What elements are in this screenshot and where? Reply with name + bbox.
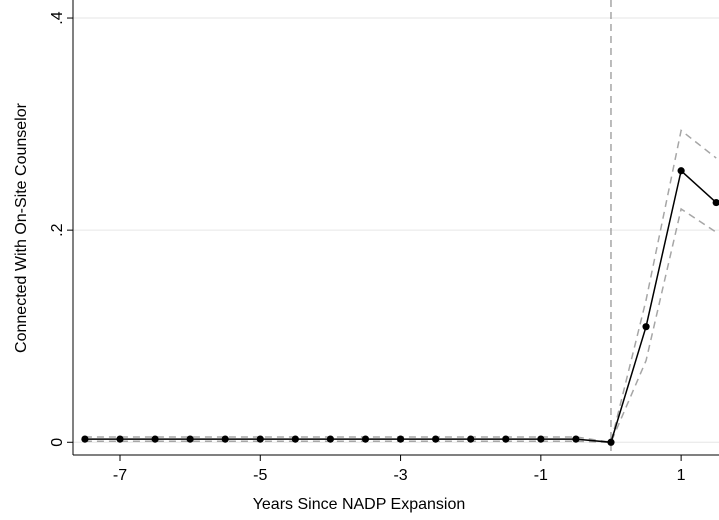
x-tick-label: -5 (253, 467, 267, 484)
x-tick-label: -1 (534, 467, 548, 484)
point (81, 435, 89, 443)
point (432, 435, 440, 443)
point (607, 438, 615, 446)
point (151, 435, 159, 443)
point (537, 435, 545, 443)
point (467, 435, 475, 443)
x-tick-label: -3 (393, 467, 407, 484)
point (396, 435, 405, 443)
plot-area (81, 129, 719, 446)
x-axis-title: Years Since NADP Expansion (253, 496, 466, 513)
y-tick-label: .4 (49, 11, 66, 24)
point (221, 435, 229, 443)
point (642, 323, 650, 331)
point (256, 435, 264, 443)
point (677, 167, 685, 175)
point (291, 435, 299, 443)
point (712, 198, 719, 207)
y-tick-label: 0 (49, 438, 66, 447)
point (572, 435, 580, 443)
point (502, 435, 510, 443)
point (186, 435, 194, 443)
point (326, 435, 335, 443)
x-tick-label: -7 (113, 467, 127, 484)
ci-upper-line (84, 129, 717, 444)
x-tick-label: 1 (677, 467, 686, 484)
y-tick-label: .2 (49, 223, 66, 236)
y-axis-title: Connected With On-Site Counselor (13, 102, 30, 353)
point (116, 435, 124, 443)
point (361, 435, 370, 443)
